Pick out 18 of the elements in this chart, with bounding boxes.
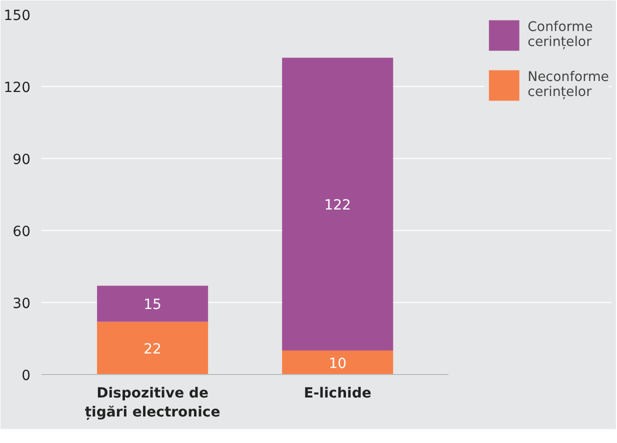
bar — [282, 58, 394, 350]
x-tick-label: E-lichide — [304, 386, 372, 402]
bar — [97, 322, 208, 374]
bar — [282, 350, 394, 374]
y-tick-label: 0 — [22, 368, 31, 384]
data-label: 122 — [324, 198, 351, 214]
y-tick-label: 150 — [4, 8, 31, 24]
data-label: 10 — [328, 356, 347, 372]
data-label: 15 — [144, 297, 162, 314]
data-label: 22 — [144, 342, 162, 358]
y-tick-label: 30 — [12, 296, 31, 312]
legend-label: Neconforme cerințelor — [528, 70, 609, 100]
y-tick-label: 90 — [12, 152, 31, 168]
y-tick-label: 60 — [12, 224, 31, 240]
legend-label: Conforme cerințelor — [528, 20, 593, 50]
bar — [97, 286, 208, 322]
x-tick-label: Dispozitive de țigări electronice — [84, 386, 220, 421]
y-tick-label: 120 — [4, 80, 31, 96]
